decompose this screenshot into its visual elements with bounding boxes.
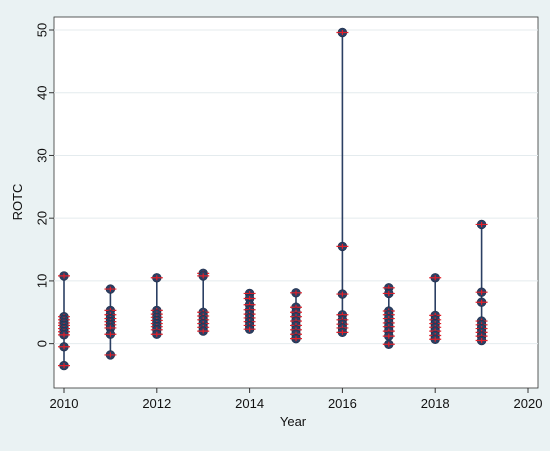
x-tick-label: 2014 <box>235 396 264 411</box>
data-point-cross <box>336 30 349 36</box>
x-tick-label: 2012 <box>142 396 171 411</box>
data-point-cross <box>382 333 395 339</box>
x-tick-label: 2016 <box>328 396 357 411</box>
data-point-cross <box>475 289 488 295</box>
y-axis-label: ROTC <box>10 184 25 221</box>
data-point-cross <box>104 331 117 337</box>
data-point-cross <box>475 299 488 305</box>
data-point-cross <box>290 336 302 342</box>
data-point-cross <box>382 341 395 347</box>
data-point-cross <box>243 326 256 332</box>
data-point-cross <box>336 243 349 249</box>
data-point-cross <box>150 331 163 337</box>
data-point-cross <box>58 363 70 369</box>
y-tick-label: 20 <box>35 211 50 225</box>
data-point-cross <box>475 338 488 343</box>
x-tick-label: 2020 <box>514 396 543 411</box>
x-tick-label: 2010 <box>50 396 79 411</box>
y-tick-label: 50 <box>35 23 50 37</box>
data-point-cross <box>104 286 117 292</box>
data-point-cross <box>429 275 442 281</box>
data-point-cross <box>104 352 117 358</box>
data-point-cross <box>58 344 70 350</box>
data-point-cross <box>336 329 349 335</box>
data-point-cross <box>429 336 442 342</box>
data-point-cross <box>336 291 349 297</box>
data-point-cross <box>150 275 163 281</box>
data-point-cross <box>382 290 395 296</box>
y-tick-label: 40 <box>35 85 50 99</box>
y-tick-label: 10 <box>35 274 50 288</box>
y-tick-label: 30 <box>35 148 50 162</box>
data-point-cross <box>197 328 210 334</box>
data-point-cross <box>58 273 70 279</box>
y-tick-label: 0 <box>35 340 50 347</box>
data-point-cross <box>290 290 302 296</box>
data-point-cross <box>58 332 70 338</box>
data-point-cross <box>475 221 488 227</box>
x-tick-label: 2018 <box>421 396 450 411</box>
x-axis-label: Year <box>280 414 307 429</box>
data-point-cross <box>197 273 210 279</box>
